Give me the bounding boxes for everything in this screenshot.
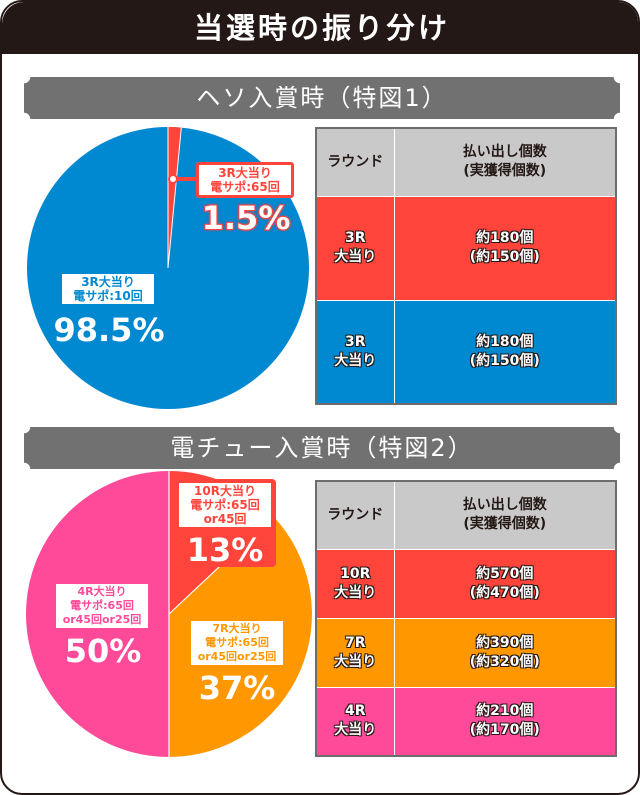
- table-row: 4R 大当り 約210個 (約170個): [315, 686, 617, 757]
- header-payout: 払い出し個数 (実獲得個数): [393, 480, 617, 550]
- payout-table-heso: ラウンド 払い出し個数 (実獲得個数) 3R 大当り 約180個 (約150個)…: [315, 127, 617, 405]
- table-row: 3R 大当り 約180個 (約150個): [315, 299, 617, 405]
- header-round: ラウンド: [315, 127, 395, 197]
- cell-payout: 約390個 (約320個): [393, 617, 617, 688]
- slice-percent-3r-10: 98.5%: [53, 311, 165, 349]
- cell-round: 3R 大当り: [315, 299, 395, 405]
- callout-connector: [172, 177, 196, 181]
- slice-percent-10r: 13%: [186, 531, 264, 569]
- table-row: 3R 大当り 約180個 (約150個): [315, 195, 617, 301]
- cell-round: 4R 大当り: [315, 686, 395, 757]
- cell-payout: 約180個 (約150個): [393, 299, 617, 405]
- cell-round: 7R 大当り: [315, 617, 395, 688]
- section-banner-denchu: 電チュー入賞時（特図2）: [24, 427, 620, 469]
- slice-label-7r: 7R大当り 電サポ:65回 or45回or25回: [191, 621, 283, 665]
- cell-payout: 約210個 (約170個): [393, 686, 617, 757]
- callout-dot-icon: [168, 174, 178, 184]
- slice-label-3r-65: 3R大当り 電サポ:65回: [196, 162, 294, 198]
- table-row: 7R 大当り 約390個 (約320個): [315, 617, 617, 688]
- cell-round: 10R 大当り: [315, 548, 395, 619]
- slice-label-3r-10: 3R大当り 電サポ:10回: [62, 274, 154, 304]
- cell-payout: 約570個 (約470個): [393, 548, 617, 619]
- slice-percent-3r-65: 1.5%: [201, 199, 292, 237]
- header-round: ラウンド: [315, 480, 395, 550]
- slice-label-4r: 4R大当り 電サポ:65回 or45回or25回: [56, 584, 148, 628]
- section-banner-heso: ヘソ入賞時（特図1）: [24, 77, 620, 119]
- cell-round: 3R 大当り: [315, 195, 395, 301]
- slice-percent-4r: 50%: [64, 632, 142, 670]
- table-row: 10R 大当り 約570個 (約470個): [315, 548, 617, 619]
- cell-payout: 約180個 (約150個): [393, 195, 617, 301]
- slice-percent-7r: 37%: [198, 669, 276, 707]
- slice-label-10r: 10R大当り 電サポ:65回 or45回: [179, 483, 271, 527]
- payout-table-denchu: ラウンド 払い出し個数 (実獲得個数) 10R 大当り 約570個 (約470個…: [315, 480, 617, 757]
- page-title: 当選時の振り分け: [2, 2, 638, 54]
- header-payout: 払い出し個数 (実獲得個数): [393, 127, 617, 197]
